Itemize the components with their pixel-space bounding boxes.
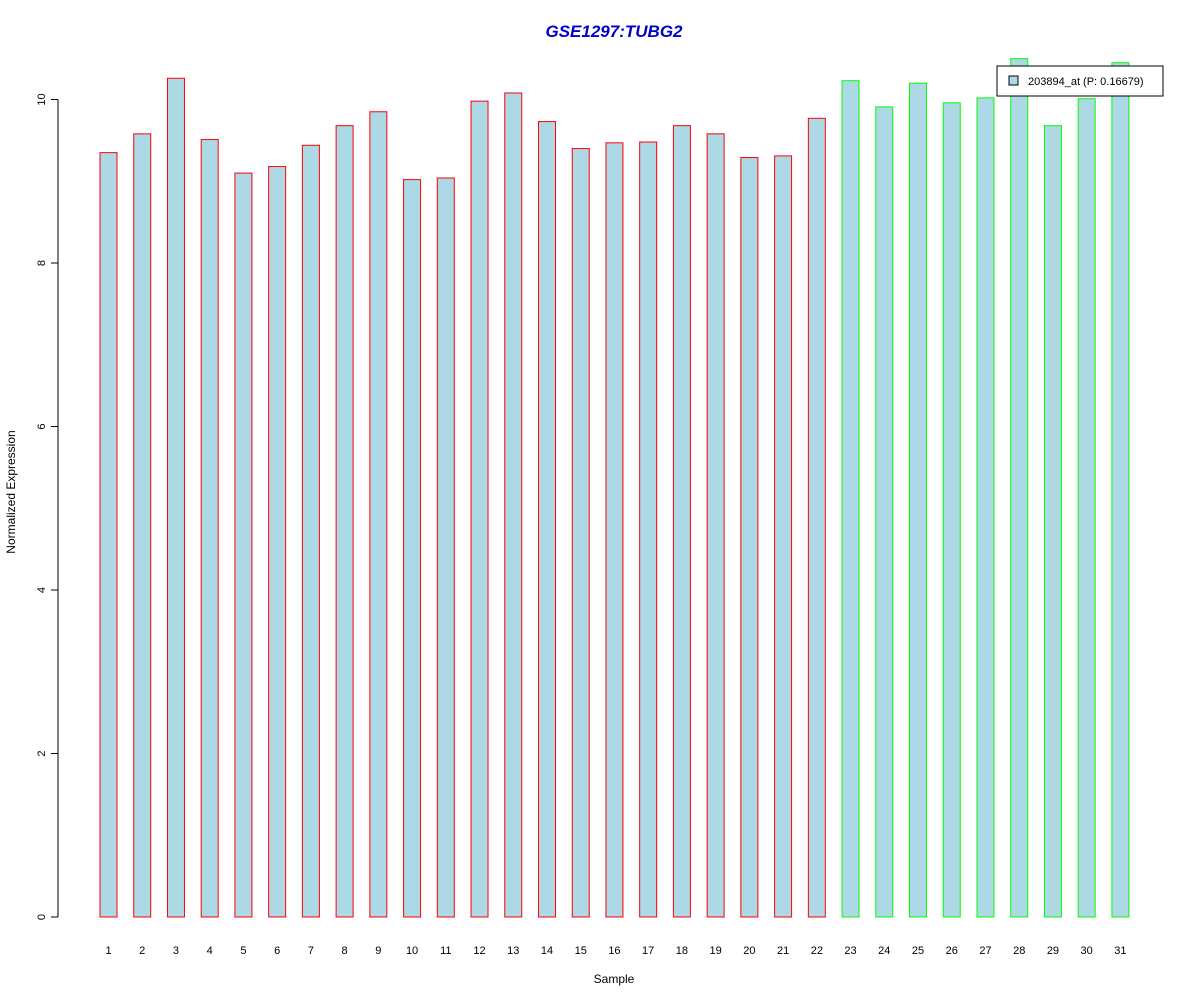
bar-sample-25 [909,82,928,918]
y-tick-label: 4 [36,587,48,593]
x-tick-label: 1 [105,945,111,957]
x-tick-label: 19 [710,945,722,957]
x-tick-label: 17 [642,945,654,957]
bar-sample-12 [470,100,489,918]
bar-sample-31 [1111,62,1130,918]
bars [99,58,1130,918]
x-tick-label: 8 [342,945,348,957]
x-tick-label: 12 [473,945,485,957]
x-tick-label: 20 [743,945,755,957]
chart-title: GSE1297:TUBG2 [546,22,684,41]
x-tick-label: 29 [1047,945,1059,957]
x-tick-label: 11 [440,945,451,957]
bar-sample-14 [537,121,556,918]
legend: 203894_at (P: 0.16679) [996,65,1164,97]
bar-sample-3 [166,77,185,918]
bar-sample-24 [875,106,894,918]
x-tick-label: 31 [1114,945,1126,957]
x-tick-label: 24 [878,945,890,957]
y-tick-label: 2 [36,750,48,756]
x-tick-label: 13 [507,945,519,957]
bar-sample-2 [133,133,152,918]
bar-sample-9 [369,111,388,918]
bar-sample-17 [639,141,658,918]
x-tick-label: 15 [575,945,587,957]
x-tick-label: 6 [274,945,280,957]
y-axis-label: Normalized Expression [4,430,18,553]
bar-sample-10 [403,179,422,918]
x-tick-label: 22 [811,945,823,957]
x-tick-label: 25 [912,945,924,957]
bar-sample-11 [436,177,455,918]
legend-box [996,65,1164,97]
x-tick-label: 30 [1081,945,1093,957]
y-axis: 0 2 4 6 8 10 [36,93,59,920]
x-tick-label: 18 [676,945,688,957]
bar-sample-21 [774,155,793,918]
bar-sample-27 [976,97,995,918]
legend-swatch [1008,75,1019,86]
bar-sample-5 [234,172,253,918]
bar-sample-7 [301,144,320,918]
x-tick-label: 3 [173,945,179,957]
x-tick-label: 27 [979,945,991,957]
bar-sample-20 [740,157,759,918]
x-axis-label: Sample [594,972,635,986]
bar-sample-13 [504,92,523,918]
bar-sample-23 [841,80,860,918]
y-tick-label: 8 [36,260,48,266]
bar-sample-4 [200,139,219,918]
x-tick-labels: 1 2 3 4 5 6 7 8 9 10 11 12 13 14 15 16 17 18 19 20 21 22 23 24 2… [105,945,1126,957]
bar-sample-18 [672,125,691,918]
x-tick-label: 7 [308,945,314,957]
x-tick-label: 2 [139,945,145,957]
bar-sample-16 [605,142,624,918]
x-tick-label: 26 [946,945,958,957]
bar-sample-26 [942,102,961,918]
x-tick-label: 21 [777,945,789,957]
bar-sample-30 [1077,98,1096,918]
x-tick-label: 16 [608,945,620,957]
bar-sample-29 [1043,125,1062,918]
y-tick-label: 10 [36,93,48,105]
legend-label: 203894_at (P: 0.16679) [1028,76,1144,88]
bar-sample-15 [571,148,590,918]
bar-sample-8 [335,125,354,918]
bar-sample-22 [807,117,826,918]
bar-sample-6 [268,166,287,918]
x-tick-label: 23 [844,945,856,957]
bar-sample-1 [99,152,118,918]
x-tick-label: 10 [406,945,418,957]
y-tick-label: 6 [36,423,48,429]
bar-sample-19 [706,133,725,918]
bar-sample-28 [1010,58,1029,918]
x-tick-label: 9 [375,945,381,957]
x-tick-label: 28 [1013,945,1025,957]
y-tick-label: 0 [36,914,48,920]
x-tick-label: 5 [240,945,246,957]
x-tick-label: 4 [207,945,213,957]
x-tick-label: 14 [541,945,553,957]
